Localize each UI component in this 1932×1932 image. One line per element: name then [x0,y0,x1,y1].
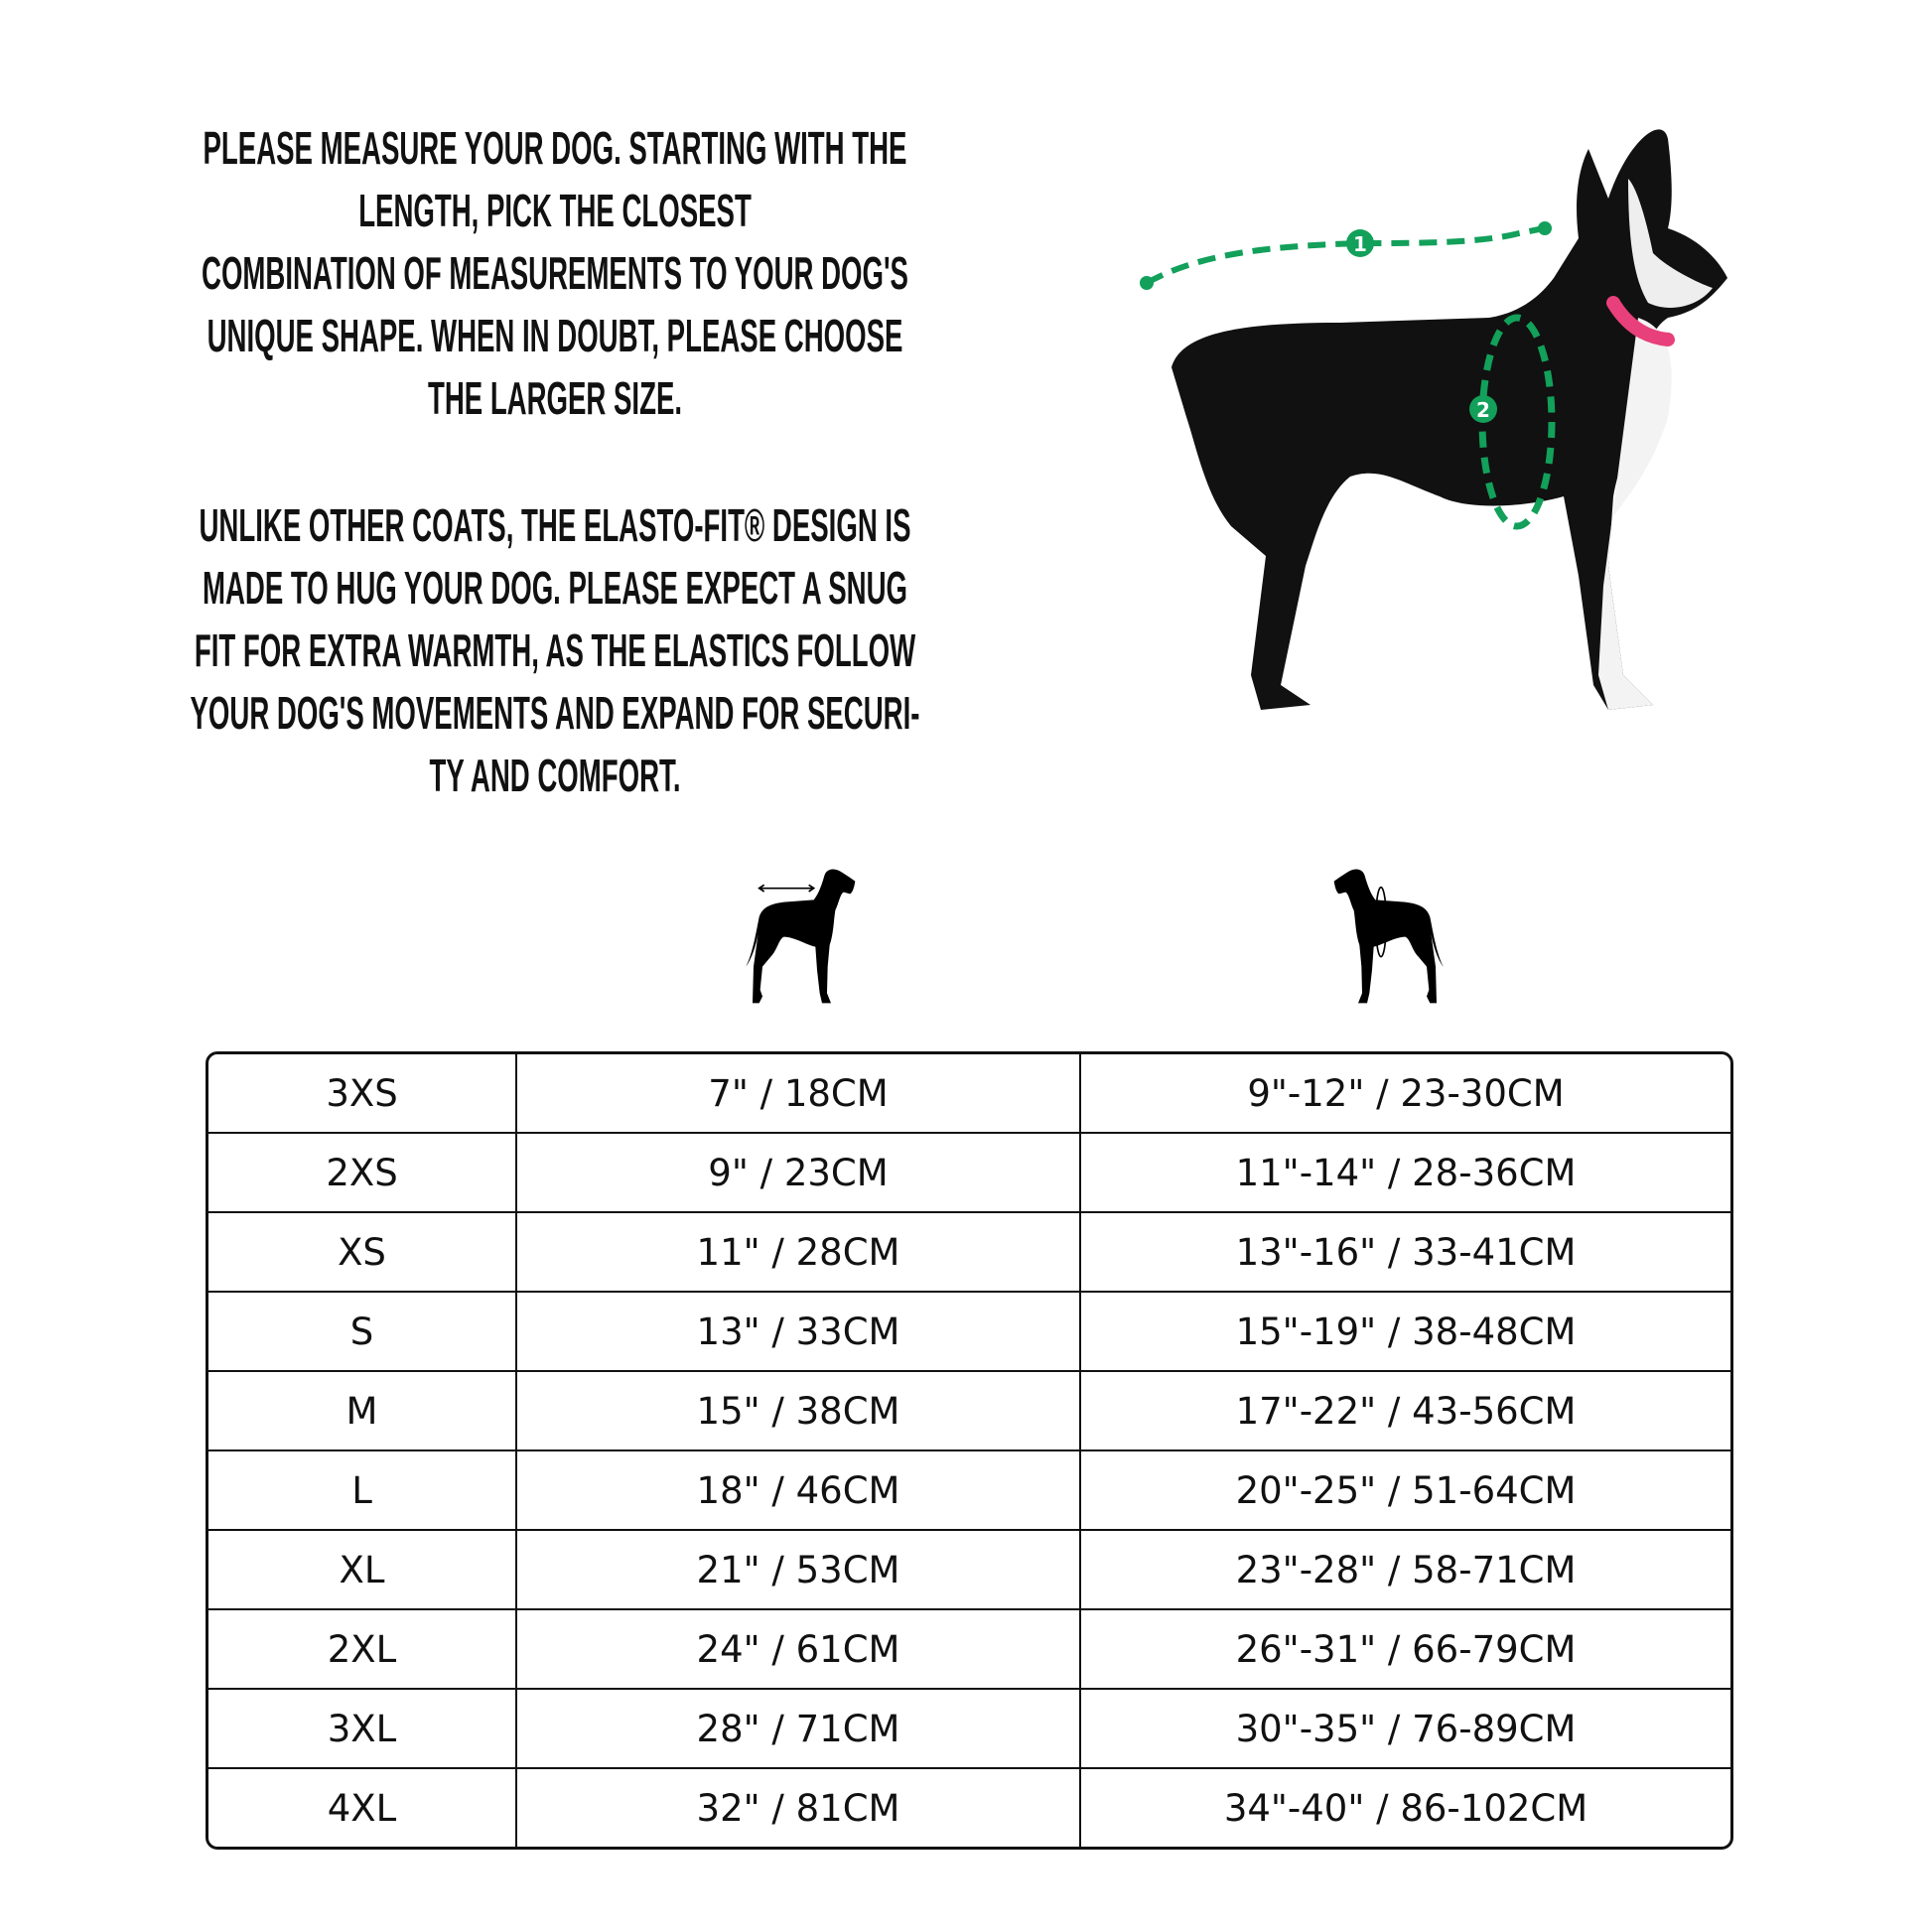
size-cell: 3XS [208,1054,517,1134]
marker-1 [1346,229,1374,257]
dog-chest-icon [1333,869,1444,1004]
length-cell: 7" / 18CM [517,1054,1081,1134]
length-cell: 18" / 46CM [517,1451,1081,1531]
size-cell: 4XL [208,1769,517,1847]
instruction-line: UNIQUE SHAPE. WHEN IN DOUBT, PLEASE CHOO… [207,310,903,361]
chest-measure-ring [1478,314,1556,530]
size-chart-table: 3XS 7" / 18CM 9"-12" / 23-30CM 2XS 9" / 23CM… [206,1051,1733,1850]
length-cell: 24" / 61CM [517,1610,1081,1690]
chest-cell: 13"-16" / 33-41CM [1081,1213,1730,1293]
instruction-line: MADE TO HUG YOUR DOG. PLEASE EXPECT A SN… [202,562,908,614]
size-cell: 2XL [208,1610,517,1690]
instructions-text: PLEASE MEASURE YOUR DOG. STARTING WITH T… [19,117,1091,807]
length-measure-line [1145,225,1545,286]
table-row: M 15" / 38CM 17"-22" / 43-56CM [208,1372,1730,1451]
table-row: 3XL 28" / 71CM 30"-35" / 76-89CM [208,1690,1730,1769]
size-cell: XS [208,1213,517,1293]
chest-cell: 11"-14" / 28-36CM [1081,1134,1730,1213]
length-cell: 28" / 71CM [517,1690,1081,1769]
table-row: 2XL 24" / 61CM 26"-31" / 66-79CM [208,1610,1730,1690]
length-cell: 32" / 81CM [517,1769,1081,1847]
instruction-line: YOUR DOG'S MOVEMENTS AND EXPAND FOR SECU… [190,687,920,739]
chest-cell: 20"-25" / 51-64CM [1081,1451,1730,1531]
chest-cell: 23"-28" / 58-71CM [1081,1531,1730,1610]
length-cell: 9" / 23CM [517,1134,1081,1213]
size-cell: 2XS [208,1134,517,1213]
length-start-dot [1140,276,1154,290]
instruction-line: LENGTH, PICK THE CLOSEST [358,185,752,236]
table-row: S 13" / 33CM 15"-19" / 38-48CM [208,1293,1730,1372]
chest-cell: 30"-35" / 76-89CM [1081,1690,1730,1769]
chest-cell: 17"-22" / 43-56CM [1081,1372,1730,1451]
chest-cell: 15"-19" / 38-48CM [1081,1293,1730,1372]
table-row: L 18" / 46CM 20"-25" / 51-64CM [208,1451,1730,1531]
length-cell: 21" / 53CM [517,1531,1081,1610]
marker-2-label: 2 [1476,398,1490,422]
marker-1-label: 1 [1353,232,1367,256]
table-row: XL 21" / 53CM 23"-28" / 58-71CM [208,1531,1730,1610]
marker-2 [1469,395,1497,423]
chest-cell: 26"-31" / 66-79CM [1081,1610,1730,1690]
dog-chest-white [1598,318,1672,710]
length-cell: 13" / 33CM [517,1293,1081,1372]
length-cell: 11" / 28CM [517,1213,1081,1293]
size-cell: XL [208,1531,517,1610]
size-cell: L [208,1451,517,1531]
size-cell: S [208,1293,517,1372]
chest-cell: 9"-12" / 23-30CM [1081,1054,1730,1134]
instruction-line: THE LARGER SIZE. [427,372,683,424]
dog-face-white [1628,179,1713,308]
dog-body [1172,129,1727,711]
length-cell: 15" / 38CM [517,1372,1081,1451]
dog-measurement-photo: 1 2 [1140,129,1727,711]
instruction-line: FIT FOR EXTRA WARMTH, AS THE ELASTICS FO… [194,624,916,676]
chest-cell: 34"-40" / 86-102CM [1223,1786,1588,1830]
length-end-dot [1538,221,1552,235]
instruction-line: PLEASE MEASURE YOUR DOG. STARTING WITH T… [203,122,907,174]
table-row: 3XS 7" / 18CM 9"-12" / 23-30CM [208,1054,1730,1134]
dog-length-icon [746,869,856,1004]
instruction-line: TY AND COMFORT. [429,750,681,801]
table-row: XS 11" / 28CM 13"-16" / 33-41CM [208,1213,1730,1293]
size-cell: 3XL [208,1690,517,1769]
instruction-line: COMBINATION OF MEASUREMENTS TO YOUR DOG'… [202,247,908,299]
size-cell: M [208,1372,517,1451]
table-row: 4XL 32" / 81CM 34"-40" / 86-102CM [208,1769,1730,1847]
collar [1606,296,1675,346]
table-row: 2XS 9" / 23CM 11"-14" / 28-36CM [208,1134,1730,1213]
instruction-line: UNLIKE OTHER COATS, THE ELASTO-FIT® DESI… [199,499,911,551]
